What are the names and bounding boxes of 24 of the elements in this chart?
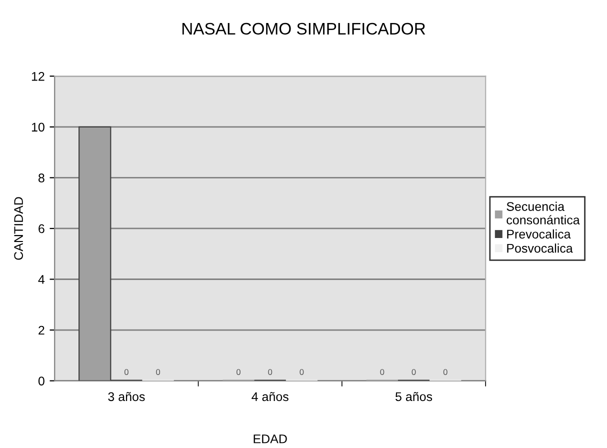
x-tick-label: 3 años [108, 392, 145, 402]
y-tick-label: 8 [38, 174, 44, 182]
data-label: 0 [236, 369, 240, 375]
y-tick-label: 0 [38, 376, 44, 386]
data-label: 0 [412, 369, 416, 375]
y-tick-label: 2 [38, 326, 44, 335]
y-axis-title: CANTIDAD [14, 197, 23, 260]
legend-label: Secuencia consonántica [506, 202, 580, 224]
data-label: 0 [443, 369, 448, 375]
legend-label: Posvocalica [507, 244, 573, 253]
y-tick-label: 6 [38, 224, 44, 234]
data-label: 0 [124, 369, 128, 375]
y-tick-label: 4 [38, 275, 45, 284]
x-tick-label: 4 años [252, 392, 288, 402]
x-axis-title: EDAD [254, 434, 287, 444]
data-label: 0 [380, 369, 384, 375]
x-tick-label: 5 años [396, 392, 432, 402]
y-tick-label: 12 [32, 72, 44, 81]
y-tick-label: 10 [32, 122, 44, 132]
legend-label: Prevocalica [507, 229, 571, 239]
data-label: 0 [268, 369, 272, 375]
data-label: 0 [300, 369, 304, 375]
chart-title: NASAL COMO SIMPLIFICADOR [182, 22, 426, 35]
data-label: 0 [156, 369, 160, 375]
